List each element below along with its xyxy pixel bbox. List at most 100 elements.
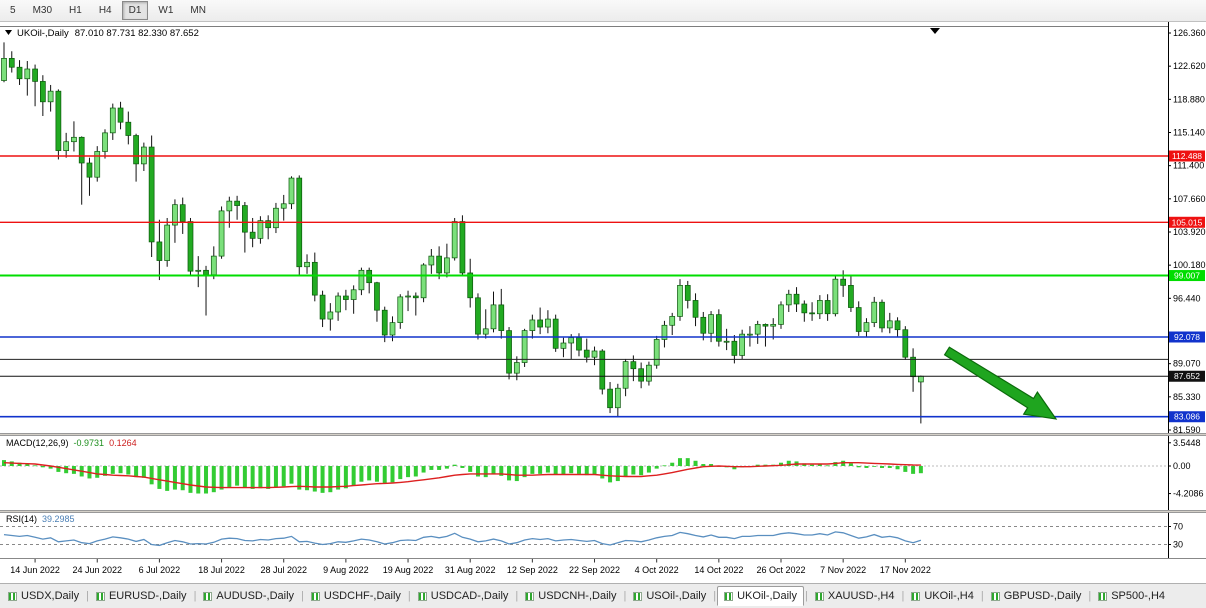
mini-chart-icon — [8, 591, 17, 601]
symbol-tab-sp500-h4[interactable]: SP500-,H4 — [1092, 587, 1171, 605]
y-axis-label: 107.660 — [1173, 194, 1206, 204]
symbol-tab-ukoil-daily[interactable]: UKOil-,Daily — [717, 586, 805, 606]
price-badge-label: 112.488 — [1172, 151, 1202, 161]
mini-chart-icon — [990, 591, 1000, 601]
price-badge — [1169, 331, 1205, 343]
chart-shift-marker-icon[interactable] — [930, 28, 940, 34]
tab-label: GBPUSD-,Daily — [1003, 590, 1082, 602]
mini-chart-icon — [95, 591, 105, 601]
timeframe-button-H4[interactable]: H4 — [92, 1, 119, 20]
price-badge — [1169, 411, 1205, 423]
rsi-indicator-label: RSI(14) 39.2985 — [6, 514, 75, 524]
x-axis-label: 28 Jul 2022 — [260, 565, 307, 575]
tab-separator: | — [1088, 590, 1092, 602]
tab-separator: | — [980, 590, 984, 602]
price-badge — [1169, 216, 1205, 228]
y-axis-label: 85.330 — [1173, 392, 1201, 402]
price-badge-label: 83.086 — [1174, 412, 1200, 422]
price-badge-label: 99.007 — [1174, 271, 1200, 281]
mini-chart-icon — [633, 591, 643, 601]
y-axis-label: 126.360 — [1173, 28, 1206, 38]
tab-label: SP500-,H4 — [1111, 590, 1166, 602]
tab-separator: | — [407, 590, 411, 602]
tab-label: UKOil-,Daily — [737, 590, 798, 602]
y-axis-label: 115.140 — [1173, 127, 1205, 137]
price-badge — [1169, 150, 1205, 162]
mini-chart-icon — [724, 591, 734, 601]
tab-label: EURUSD-,Daily — [108, 590, 187, 602]
price-badge-label: 87.652 — [1174, 371, 1200, 381]
symbol-tab-xauusd-h4[interactable]: XAUUSD-,H4 — [809, 587, 901, 605]
y-axis-label: 122.620 — [1173, 61, 1206, 71]
symbol-tab-eurusd-daily[interactable]: EURUSD-,Daily — [90, 587, 193, 605]
tab-label: USDCHF-,Daily — [323, 590, 401, 602]
y-axis-label: 118.880 — [1173, 94, 1205, 104]
symbol-tab-usdx-daily[interactable]: USDX,Daily — [2, 587, 85, 605]
symbol-tab-audusd-daily[interactable]: AUDUSD-,Daily — [197, 587, 300, 605]
tab-separator: | — [193, 590, 197, 602]
mini-chart-icon — [203, 591, 213, 601]
timeframe-button-D1[interactable]: D1 — [121, 1, 149, 20]
macd-indicator-label: MACD(12,26,9) -0.9731 0.1264 — [6, 438, 137, 448]
x-axis-label: 6 Jul 2022 — [139, 565, 181, 575]
y-axis-label: 111.400 — [1173, 161, 1204, 171]
x-axis-label: 4 Oct 2022 — [635, 565, 679, 575]
macd-axis-label: 0.00 — [1173, 461, 1191, 471]
macd-signal-line — [3, 462, 921, 489]
mini-chart-icon — [525, 591, 535, 601]
tab-separator: | — [805, 590, 808, 602]
symbol-tab-bar: USDX,Daily | EURUSD-,Daily | AUDUSD-,Daily | U… — [0, 583, 1206, 608]
tab-label: USOil-,Daily — [646, 590, 707, 602]
y-axis-label: 103.920 — [1173, 227, 1206, 237]
x-axis-label: 24 Jun 2022 — [72, 565, 122, 575]
tab-label: XAUUSD-,H4 — [827, 590, 895, 602]
symbol-tab-ukoil-h4[interactable]: UKOil-,H4 — [905, 587, 980, 605]
trend-arrow-annotation[interactable] — [943, 346, 1058, 420]
symbol-dropdown-icon[interactable] — [5, 30, 12, 35]
timeframe-button-W1[interactable]: W1 — [151, 1, 180, 20]
x-axis-label: 14 Oct 2022 — [694, 565, 743, 575]
y-axis-label: 89.070 — [1173, 359, 1201, 369]
x-axis-label: 17 Nov 2022 — [880, 565, 931, 575]
tab-separator: | — [901, 590, 905, 602]
symbol-tab-usdcad-daily[interactable]: USDCAD-,Daily — [412, 587, 515, 605]
rsi-value: 39.2985 — [42, 514, 75, 524]
price-badge — [1169, 370, 1205, 382]
mini-chart-icon — [911, 591, 921, 601]
timeframe-button-M30[interactable]: M30 — [26, 1, 59, 20]
x-axis-label: 14 Jun 2022 — [10, 565, 60, 575]
price-badge — [1169, 270, 1205, 282]
tab-separator: | — [86, 590, 89, 602]
tab-label: USDX,Daily — [21, 590, 80, 602]
timeframe-button-H1[interactable]: H1 — [62, 1, 89, 20]
symbol-tab-usdchf-daily[interactable]: USDCHF-,Daily — [305, 587, 407, 605]
tab-separator: | — [301, 590, 304, 602]
timeframe-button-MN[interactable]: MN — [183, 1, 213, 20]
x-axis-label: 19 Aug 2022 — [383, 565, 434, 575]
mini-chart-icon — [814, 591, 824, 601]
mini-chart-icon — [310, 591, 320, 601]
mini-chart-icon — [1098, 591, 1108, 601]
tab-label: AUDUSD-,Daily — [216, 590, 295, 602]
price-chart[interactable]: 126.360 122.620 118.880 115.140 111.400 107.6… — [0, 22, 1206, 583]
tab-label: USDCNH-,Daily — [538, 590, 617, 602]
symbol-tab-usoil-daily[interactable]: USOil-,Daily — [627, 587, 712, 605]
timeframe-toolbar: 5 M30 H1 H4 D1 W1 MN — [0, 0, 1206, 22]
x-axis-label: 26 Oct 2022 — [756, 565, 805, 575]
tab-separator: | — [623, 590, 627, 602]
rsi-level-label: 30 — [1173, 540, 1183, 550]
macd-axis-label: 3.5448 — [1173, 438, 1201, 448]
symbol-tab-usdcnh-daily[interactable]: USDCNH-,Daily — [519, 587, 622, 605]
mini-chart-icon — [417, 591, 427, 601]
symbol-tab-gbpusd-daily[interactable]: GBPUSD-,Daily — [985, 587, 1088, 605]
macd-axis-label: -4.2086 — [1173, 489, 1204, 499]
tab-separator: | — [515, 590, 519, 602]
x-axis-label: 7 Nov 2022 — [820, 565, 866, 575]
chart-title: UKOil-,Daily 87.010 87.731 82.330 87.652 — [17, 28, 199, 39]
chart-background — [0, 22, 1206, 583]
price-badge-label: 105.015 — [1172, 217, 1203, 227]
timeframe-button-5[interactable]: 5 — [3, 1, 23, 20]
tab-label: USDCAD-,Daily — [430, 590, 509, 602]
chart-dynamic-layer: 126.360 122.620 118.880 115.140 111.400 107.6… — [0, 22, 1206, 583]
